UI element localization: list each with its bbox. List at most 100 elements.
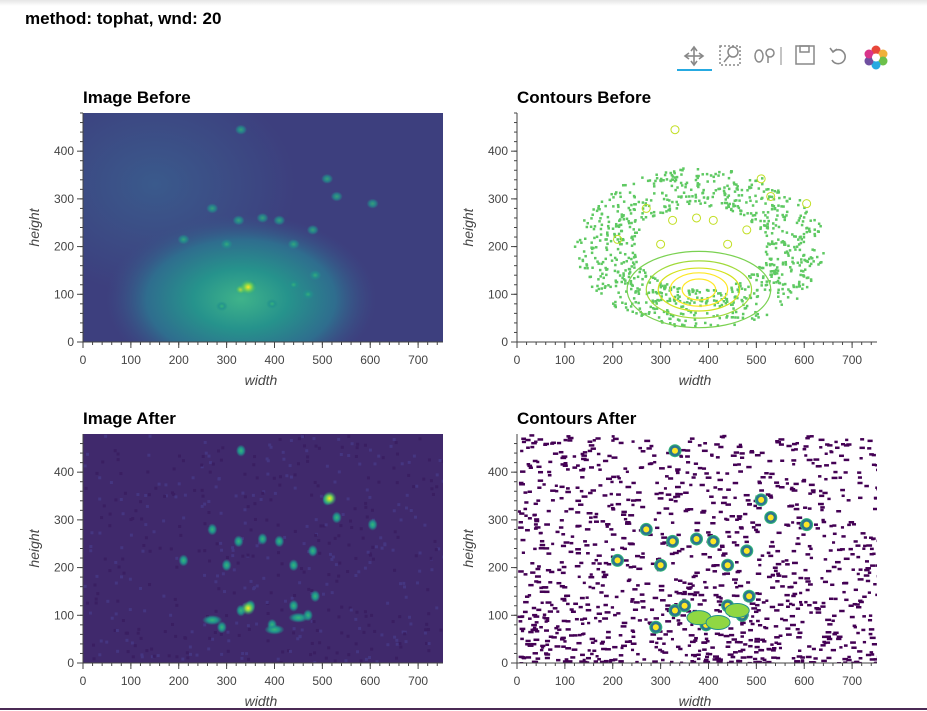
contour-speck [592,439,596,442]
save-tool[interactable] [795,45,815,65]
contour-speck [755,179,759,182]
contour-speck [736,188,739,191]
contour-speck [693,318,697,321]
contour-speck [765,280,769,283]
contour-speck [785,250,789,253]
y-tick-label: 400 [488,465,508,479]
noise [330,557,334,561]
contour-speck [631,499,637,502]
contour-speck [688,293,691,296]
reset-tool[interactable] [829,47,846,65]
top-shadow [0,0,927,6]
noise [415,484,419,488]
contour-speck [604,204,607,208]
contour-speck [722,572,726,576]
noise [363,610,367,614]
y-tick-label: 300 [488,513,508,527]
x-tick-label: 600 [794,353,814,367]
contour-speck [683,301,686,305]
contour-speck [685,471,690,474]
wheel-zoom-tool[interactable] [754,47,782,65]
noise [335,579,339,583]
contour-speck [736,205,740,208]
contour-speck [644,202,648,205]
noise [240,656,244,660]
contour-speck [665,210,668,213]
contour-speck [631,635,636,639]
noise [251,493,255,497]
contour-speck [585,656,591,660]
contour-speck [707,555,712,559]
contour-speck [674,590,679,594]
contour-speck [625,563,630,567]
contour-speck [544,590,550,594]
contour-speck [590,641,595,644]
contour-speck [781,575,788,578]
contour-speck [856,555,861,559]
contour-speck [652,182,656,185]
contour-speck [681,305,685,308]
contour-speck [668,321,672,325]
contour-speck [537,565,541,568]
contour-speck [848,604,854,607]
contour-speck [832,524,837,527]
contour-speck [696,184,699,187]
contour-speck [865,567,871,570]
contour-speck [628,268,632,271]
contour-speck [798,526,804,530]
contour-speck [793,482,799,486]
pan-tool[interactable] [683,45,705,67]
contour-speck [735,199,738,202]
noise [201,494,205,498]
noise [337,534,341,538]
contour-speck [689,640,696,644]
contour-speck [602,276,605,280]
contour-speck [775,580,780,583]
contour-speck [746,655,753,659]
contour-speck [770,643,774,646]
contour-speck [624,522,629,525]
box-zoom-tool[interactable] [719,45,741,66]
contour-speck [792,442,797,446]
x-tick-label: 0 [80,674,87,688]
contour-speck [756,609,761,612]
contour-speck [608,198,612,202]
contour-speck [630,598,635,601]
contour-speck [607,220,611,224]
bokeh-logo[interactable] [864,45,888,70]
noise [276,523,280,527]
contour-speck [825,618,832,622]
contour-speck [593,660,599,663]
noise [217,477,221,481]
noise [255,544,259,548]
contour-speck [616,270,620,273]
contour-speck [578,238,582,242]
y-tick-label: 0 [501,656,508,670]
contour-speck [579,561,584,565]
contour-speck [778,485,785,489]
contour-speck [819,494,825,498]
contour-speck [776,572,781,575]
contour-speck [637,301,640,305]
x-tick-label: 700 [408,353,428,367]
x-tick-label: 600 [794,674,814,688]
contour-speck [722,300,726,303]
contour-speck [798,248,802,252]
noise [214,580,218,584]
noise [296,462,300,466]
contour-speck [532,652,538,655]
contour-speck [630,265,634,268]
bright-spot [287,239,300,250]
contour-speck [676,287,679,291]
contour-speck [582,581,586,585]
contour-speck [635,260,638,264]
contour-speck [570,535,575,538]
x-tick-label: 100 [555,353,575,367]
contour-speck [820,506,825,509]
contour-speck [797,282,801,286]
contour-speck [534,630,540,633]
contour-speck [758,563,762,567]
contour-speck [794,448,798,451]
contour-speck [600,262,603,266]
